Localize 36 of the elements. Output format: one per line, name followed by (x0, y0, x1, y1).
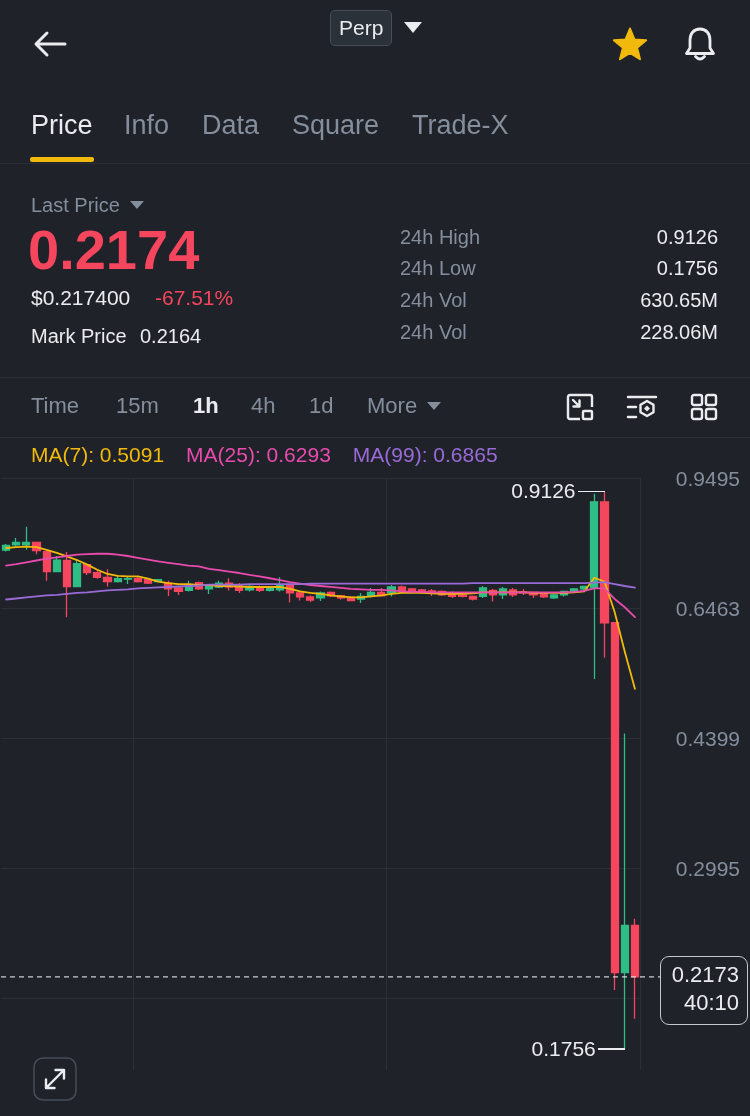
text: Data (202, 110, 260, 142)
text: More (367, 393, 418, 419)
text: 24h Vol (400, 288, 467, 312)
text: 0.2164 (140, 324, 202, 348)
text: 0.9126 (656, 225, 718, 249)
text: MA(25): 0.6293 (186, 443, 331, 466)
text: 228.06M (640, 320, 718, 344)
text: Price (31, 110, 93, 142)
text: -67.51% (155, 285, 234, 311)
text: 1d (309, 393, 334, 419)
y-tick-label: 0.6463 (675, 596, 740, 620)
text: Time (31, 393, 80, 419)
text: 4h (251, 393, 276, 419)
text: Trade-X (412, 110, 509, 142)
text: 0.2174 (28, 217, 200, 283)
text: Last Price (31, 193, 120, 217)
text: 1h (193, 393, 219, 419)
y-tick-label: 0.9495 (675, 466, 740, 490)
text: 15m (116, 393, 159, 419)
text: $0.217400 (31, 285, 131, 311)
badge: Perp (330, 10, 393, 46)
annotation: 0.1756 (531, 1036, 596, 1062)
text: Info (124, 110, 170, 142)
text: MA(7): 0.5091 (31, 443, 165, 466)
y-tick-label: 0.4399 (675, 726, 740, 750)
text: 0.1756 (656, 256, 718, 280)
annotation: 0.9126 (511, 479, 576, 504)
text: 24h Vol (400, 320, 467, 344)
text: Mark Price (31, 324, 127, 348)
text: MA(99): 0.6865 (352, 443, 498, 466)
text: 24h Low (400, 256, 476, 280)
y-tick-label: 0.2995 (675, 856, 740, 880)
text: Square (292, 110, 380, 142)
text: 24h High (400, 225, 481, 249)
text: 630.65M (640, 288, 718, 312)
price-tag: 0.2173 40:10 (660, 955, 748, 1025)
